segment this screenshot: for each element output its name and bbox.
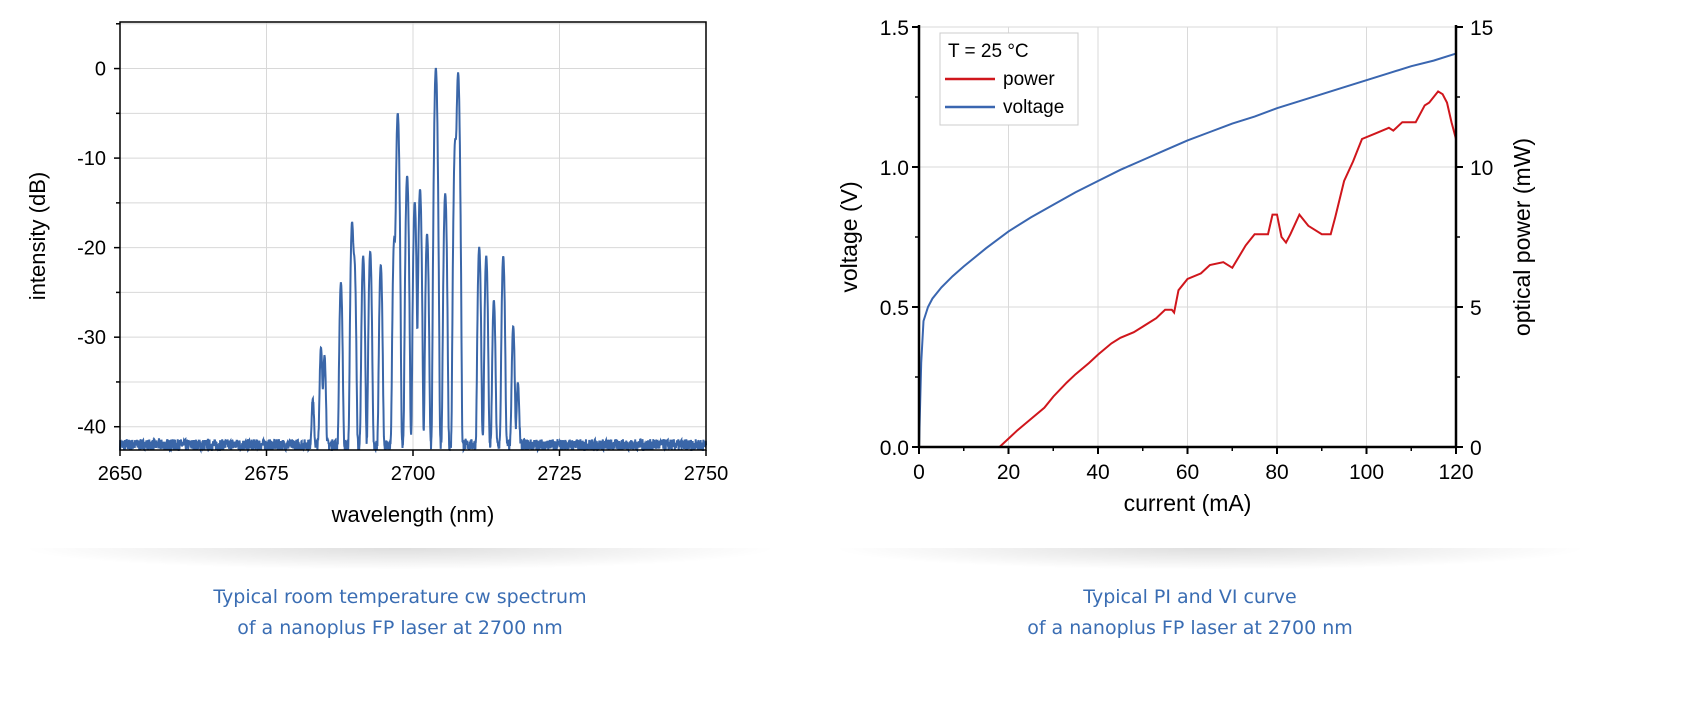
- divider-shadow-right: [830, 548, 1590, 570]
- y2-tick-label: 0: [1470, 437, 1482, 460]
- y2-axis-label: optical power (mW): [1509, 138, 1535, 336]
- x-tick-label: 20: [997, 461, 1020, 484]
- power-series-line: [919, 90, 1457, 448]
- x-axis-label: wavelength (nm): [331, 502, 495, 527]
- x-axis-label: current (mA): [1124, 490, 1252, 516]
- voltage-series-line: [918, 52, 1457, 448]
- x-tick-label: 80: [1265, 461, 1288, 484]
- x-tick-label: 120: [1438, 461, 1473, 484]
- y-tick-label: -40: [77, 417, 106, 439]
- divider-shadow-left: [20, 548, 780, 570]
- y2-tick-label: 10: [1470, 157, 1493, 180]
- legend-label-voltage: voltage: [1003, 97, 1064, 118]
- y-axis-label: intensity (dB): [25, 172, 50, 300]
- x-tick-label: 2700: [391, 463, 436, 485]
- y-tick-label: -20: [77, 238, 106, 260]
- spectrum-line: [119, 67, 707, 454]
- caption-spectrum-line1: Typical room temperature cw spectrum: [213, 586, 587, 608]
- caption-pi-vi-line2: of a nanoplus FP laser at 2700 nm: [1027, 617, 1353, 639]
- y-tick-label: 0: [95, 59, 106, 81]
- caption-spectrum-line2: of a nanoplus FP laser at 2700 nm: [237, 617, 563, 639]
- legend-title: T = 25 °C: [948, 41, 1029, 62]
- caption-pi-vi: Typical PI and VI curve of a nanoplus FP…: [840, 582, 1540, 644]
- y-axis-label: voltage (V): [836, 181, 862, 292]
- y-tick-label: 1.5: [880, 17, 909, 40]
- y-tick-label: -10: [77, 148, 106, 170]
- y-tick-label: 0.0: [880, 437, 909, 460]
- x-tick-label: 100: [1349, 461, 1384, 484]
- x-tick-label: 40: [1086, 461, 1109, 484]
- x-tick-label: 0: [913, 461, 925, 484]
- y-tick-label: 0.5: [880, 297, 909, 320]
- y2-tick-label: 15: [1470, 17, 1493, 40]
- caption-pi-vi-line1: Typical PI and VI curve: [1083, 586, 1297, 608]
- y-tick-label: -30: [77, 327, 106, 349]
- caption-spectrum: Typical room temperature cw spectrum of …: [50, 582, 750, 644]
- x-tick-label: 2650: [98, 463, 143, 485]
- x-tick-label: 2725: [537, 463, 582, 485]
- y-tick-label: 1.0: [880, 157, 909, 180]
- plot-frame: [119, 21, 707, 451]
- x-tick-label: 2675: [244, 463, 289, 485]
- y2-tick-label: 5: [1470, 297, 1482, 320]
- legend-label-power: power: [1003, 69, 1055, 90]
- x-tick-label: 2750: [684, 463, 729, 485]
- x-tick-label: 60: [1176, 461, 1199, 484]
